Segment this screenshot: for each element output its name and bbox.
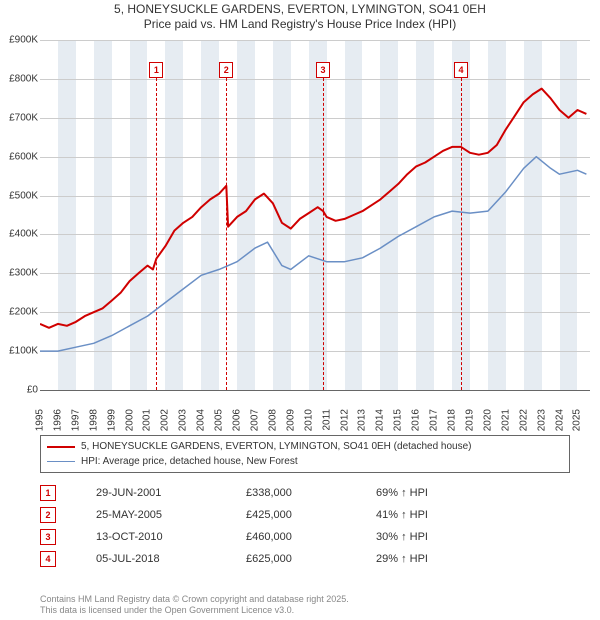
chart-container: 5, HONEYSUCKLE GARDENS, EVERTON, LYMINGT… <box>0 0 600 620</box>
sale-marker-icon: 2 <box>219 62 233 78</box>
chart-area: £0£100K£200K£300K£400K£500K£600K£700K£80… <box>40 40 590 425</box>
x-tick-label: 2000 <box>124 409 135 431</box>
y-tick-label: £600K <box>0 151 38 162</box>
table-row: 4 05-JUL-2018 £625,000 29% ↑ HPI <box>40 548 428 570</box>
x-tick-label: 2012 <box>339 409 350 431</box>
sale-price: £460,000 <box>246 531 376 543</box>
sale-date: 13-OCT-2010 <box>96 531 246 543</box>
legend-item: 5, HONEYSUCKLE GARDENS, EVERTON, LYMINGT… <box>47 439 563 454</box>
y-tick-label: £800K <box>0 73 38 84</box>
table-row: 3 13-OCT-2010 £460,000 30% ↑ HPI <box>40 526 428 548</box>
x-tick-label: 2006 <box>232 409 243 431</box>
sale-date: 25-MAY-2005 <box>96 509 246 521</box>
table-row: 2 25-MAY-2005 £425,000 41% ↑ HPI <box>40 504 428 526</box>
sale-price: £625,000 <box>246 553 376 565</box>
footer-line2: This data is licensed under the Open Gov… <box>40 605 349 616</box>
sale-marker-icon: 3 <box>316 62 330 78</box>
sale-price: £338,000 <box>246 487 376 499</box>
y-tick-label: £400K <box>0 229 38 240</box>
x-tick-label: 2013 <box>357 409 368 431</box>
sale-delta: 69% ↑ HPI <box>376 487 428 499</box>
legend-label: HPI: Average price, detached house, New … <box>81 454 298 469</box>
x-tick-label: 2023 <box>536 409 547 431</box>
x-tick-label: 2014 <box>375 409 386 431</box>
legend-label: 5, HONEYSUCKLE GARDENS, EVERTON, LYMINGT… <box>81 439 472 454</box>
x-tick-label: 2022 <box>518 409 529 431</box>
x-tick-label: 1998 <box>88 409 99 431</box>
x-tick-label: 2016 <box>411 409 422 431</box>
x-tick-label: 2004 <box>196 409 207 431</box>
x-tick-label: 2015 <box>393 409 404 431</box>
sale-marker-icon: 4 <box>40 551 56 567</box>
title-block: 5, HONEYSUCKLE GARDENS, EVERTON, LYMINGT… <box>0 0 600 32</box>
x-tick-label: 2019 <box>464 409 475 431</box>
sale-marker-icon: 4 <box>454 62 468 78</box>
x-tick-label: 1996 <box>52 409 63 431</box>
sale-delta: 30% ↑ HPI <box>376 531 428 543</box>
x-tick-label: 2021 <box>500 409 511 431</box>
y-tick-label: £500K <box>0 190 38 201</box>
line-layer <box>40 40 590 390</box>
sale-date: 29-JUN-2001 <box>96 487 246 499</box>
footer-line1: Contains HM Land Registry data © Crown c… <box>40 594 349 605</box>
title-line2: Price paid vs. HM Land Registry's House … <box>0 17 600 32</box>
sale-marker-icon: 1 <box>149 62 163 78</box>
y-tick-label: £900K <box>0 35 38 46</box>
x-tick-label: 2002 <box>160 409 171 431</box>
series-hpi <box>40 157 586 351</box>
y-tick-label: £100K <box>0 346 38 357</box>
legend-swatch <box>47 461 75 462</box>
sale-date: 05-JUL-2018 <box>96 553 246 565</box>
sale-delta: 29% ↑ HPI <box>376 553 428 565</box>
series-property <box>40 89 586 328</box>
sale-marker-icon: 2 <box>40 507 56 523</box>
y-tick-label: £300K <box>0 268 38 279</box>
y-tick-label: £700K <box>0 112 38 123</box>
x-tick-label: 2024 <box>554 409 565 431</box>
sale-marker-icon: 1 <box>40 485 56 501</box>
footer: Contains HM Land Registry data © Crown c… <box>40 594 349 617</box>
y-tick-label: £200K <box>0 307 38 318</box>
x-tick-label: 2003 <box>178 409 189 431</box>
x-tick-label: 2007 <box>249 409 260 431</box>
x-tick-label: 1997 <box>70 409 81 431</box>
x-tick-label: 2005 <box>214 409 225 431</box>
sales-table: 1 29-JUN-2001 £338,000 69% ↑ HPI 2 25-MA… <box>40 482 428 570</box>
plot-region: £0£100K£200K£300K£400K£500K£600K£700K£80… <box>40 40 590 391</box>
title-line1: 5, HONEYSUCKLE GARDENS, EVERTON, LYMINGT… <box>0 2 600 17</box>
x-tick-label: 2010 <box>303 409 314 431</box>
x-tick-label: 2018 <box>447 409 458 431</box>
table-row: 1 29-JUN-2001 £338,000 69% ↑ HPI <box>40 482 428 504</box>
x-tick-label: 1995 <box>35 409 46 431</box>
x-tick-label: 2009 <box>285 409 296 431</box>
x-tick-label: 2025 <box>572 409 583 431</box>
x-tick-label: 2017 <box>429 409 440 431</box>
y-tick-label: £0 <box>0 385 38 396</box>
x-tick-label: 2011 <box>321 409 332 431</box>
legend-swatch <box>47 446 75 448</box>
sale-price: £425,000 <box>246 509 376 521</box>
x-tick-label: 2001 <box>142 409 153 431</box>
legend: 5, HONEYSUCKLE GARDENS, EVERTON, LYMINGT… <box>40 435 570 473</box>
x-tick-label: 1999 <box>106 409 117 431</box>
legend-item: HPI: Average price, detached house, New … <box>47 454 563 469</box>
x-tick-label: 2008 <box>267 409 278 431</box>
sale-marker-icon: 3 <box>40 529 56 545</box>
sale-delta: 41% ↑ HPI <box>376 509 428 521</box>
x-tick-label: 2020 <box>482 409 493 431</box>
